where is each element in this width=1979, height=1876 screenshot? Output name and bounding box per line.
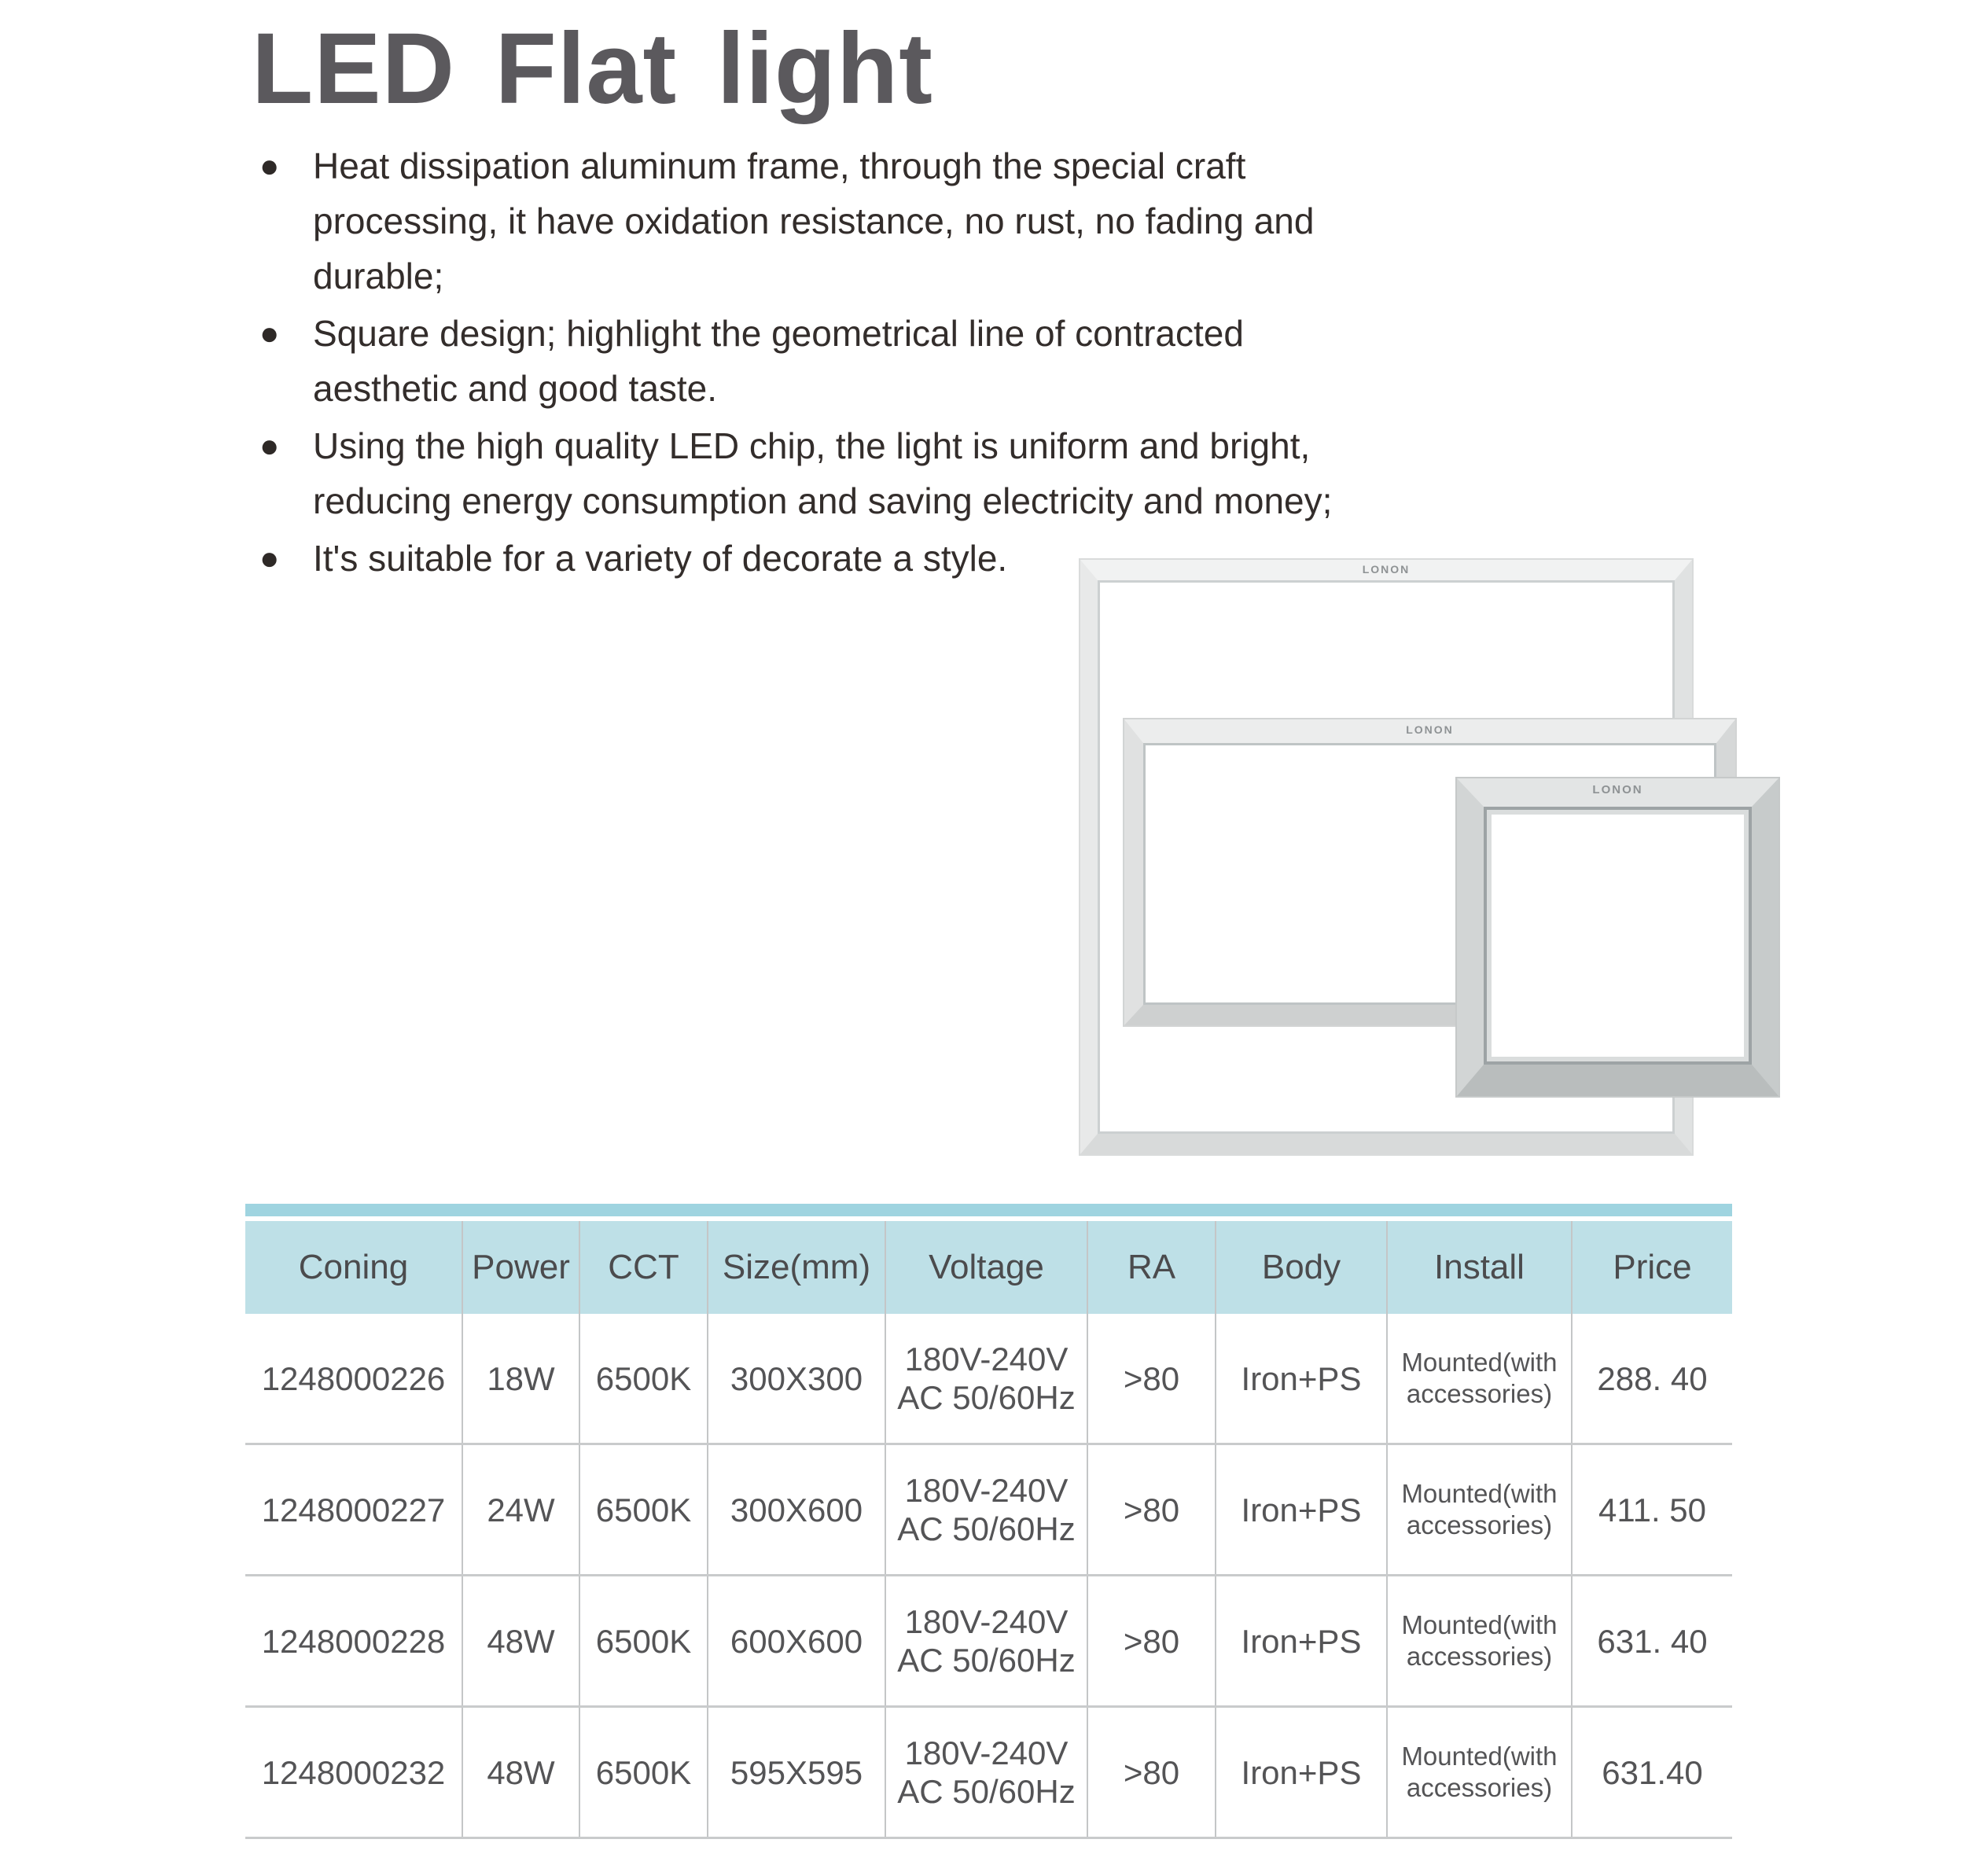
cell-price: 631.40 <box>1602 1753 1703 1791</box>
bullet-icon: ● <box>259 315 280 351</box>
cell-voltage: 180V-240V AC 50/60Hz <box>886 1314 1088 1443</box>
feature-item: ● Square design; highlight the geometric… <box>259 306 1533 416</box>
spec-table: Coning Power CCT Size(mm) Voltage RA Bod… <box>245 1204 1732 1839</box>
table-header-power: Power <box>463 1221 580 1314</box>
table-header-install: Install <box>1388 1221 1573 1314</box>
bullet-icon: ● <box>259 147 280 184</box>
cell-voltage: 180V-240V AC 50/60Hz <box>886 1445 1088 1574</box>
feature-item: ● Heat dissipation aluminum frame, throu… <box>259 138 1533 303</box>
table-header-row: Coning Power CCT Size(mm) Voltage RA Bod… <box>245 1221 1732 1314</box>
table-header-size: Size(mm) <box>708 1221 886 1314</box>
table-header-body: Body <box>1216 1221 1388 1314</box>
cell-install: Mounted(with accessories) <box>1388 1576 1573 1705</box>
cell-voltage: 180V-240V AC 50/60Hz <box>886 1576 1088 1705</box>
cell-install: Mounted(with accessories) <box>1388 1314 1573 1443</box>
feature-text: Square design; highlight the geometrical… <box>313 306 1533 416</box>
voltage-line: 180V-240V <box>904 1734 1069 1771</box>
brand-logo: LONON <box>1592 783 1643 796</box>
cell-size: 600X600 <box>708 1576 886 1705</box>
cell-body: Iron+PS <box>1216 1314 1388 1443</box>
cell-coning: 1248000226 <box>245 1314 463 1443</box>
voltage-line: AC 50/60Hz <box>897 1773 1076 1810</box>
cell-install: Mounted(with accessories) <box>1388 1708 1573 1837</box>
cell-install: Mounted(with accessories) <box>1388 1445 1573 1574</box>
table-row: 1248000232 48W 6500K 595X595 180V-240V A… <box>245 1708 1732 1839</box>
table-row: 1248000226 18W 6500K 300X300 180V-240V A… <box>245 1314 1732 1445</box>
bullet-icon: ● <box>259 427 280 464</box>
feature-line: reducing energy consumption and saving e… <box>313 480 1333 521</box>
install-line: Mounted(with <box>1401 1348 1558 1377</box>
table-row: 1248000228 48W 6500K 600X600 180V-240V A… <box>245 1576 1732 1708</box>
voltage-line: 180V-240V <box>904 1603 1069 1640</box>
cell-cct: 6500K <box>580 1708 708 1837</box>
cell-power: 18W <box>463 1314 580 1443</box>
page-title: LED Flat light <box>252 13 933 125</box>
brand-logo: LONON <box>1362 563 1411 576</box>
cell-power: 48W <box>463 1576 580 1705</box>
cell-coning: 1248000232 <box>245 1708 463 1837</box>
cell-size: 300X300 <box>708 1314 886 1443</box>
feature-line: durable; <box>313 256 444 296</box>
install-line: accessories) <box>1406 1510 1553 1539</box>
feature-line: It's suitable for a variety of decorate … <box>313 538 1008 579</box>
brand-logo: LONON <box>1406 723 1454 736</box>
cell-power: 24W <box>463 1445 580 1574</box>
install-line: accessories) <box>1406 1773 1553 1802</box>
cell-price: 631. 40 <box>1597 1622 1708 1660</box>
feature-line: aesthetic and good taste. <box>313 368 718 409</box>
cell-body: Iron+PS <box>1216 1708 1388 1837</box>
cell-body: Iron+PS <box>1216 1576 1388 1705</box>
panel-light-surface <box>1484 807 1752 1065</box>
panel-image-small: LONON <box>1457 778 1779 1096</box>
cell-size: 595X595 <box>708 1708 886 1837</box>
feature-line: processing, it have oxidation resistance… <box>313 200 1315 241</box>
feature-text: Heat dissipation aluminum frame, through… <box>313 138 1533 303</box>
feature-line: Using the high quality LED chip, the lig… <box>313 425 1311 466</box>
install-line: Mounted(with <box>1401 1742 1558 1771</box>
bullet-icon: ● <box>259 539 280 576</box>
install-line: Mounted(with <box>1401 1610 1558 1639</box>
voltage-line: AC 50/60Hz <box>897 1379 1076 1416</box>
table-header-price: Price <box>1613 1248 1692 1286</box>
cell-cct: 6500K <box>580 1445 708 1574</box>
cell-ra: >80 <box>1088 1576 1216 1705</box>
table-header-voltage: Voltage <box>886 1221 1088 1314</box>
cell-cct: 6500K <box>580 1314 708 1443</box>
table-header-coning: Coning <box>245 1221 463 1314</box>
install-line: Mounted(with <box>1401 1479 1558 1508</box>
feature-item: ● It's suitable for a variety of decorat… <box>259 531 1533 586</box>
voltage-line: 180V-240V <box>904 1472 1069 1509</box>
cell-body: Iron+PS <box>1216 1445 1388 1574</box>
feature-line: Heat dissipation aluminum frame, through… <box>313 145 1246 186</box>
feature-list: ● Heat dissipation aluminum frame, throu… <box>259 138 1533 588</box>
feature-line: Square design; highlight the geometrical… <box>313 313 1244 354</box>
install-line: accessories) <box>1406 1379 1553 1408</box>
cell-voltage: 180V-240V AC 50/60Hz <box>886 1708 1088 1837</box>
voltage-line: AC 50/60Hz <box>897 1642 1076 1679</box>
feature-text: It's suitable for a variety of decorate … <box>313 531 1533 586</box>
cell-coning: 1248000227 <box>245 1445 463 1574</box>
cell-price: 288. 40 <box>1597 1359 1708 1397</box>
voltage-line: AC 50/60Hz <box>897 1510 1076 1547</box>
table-header-ra: RA <box>1088 1221 1216 1314</box>
cell-ra: >80 <box>1088 1314 1216 1443</box>
cell-price: 411. 50 <box>1598 1491 1706 1528</box>
cell-coning: 1248000228 <box>245 1576 463 1705</box>
feature-text: Using the high quality LED chip, the lig… <box>313 418 1533 528</box>
cell-size: 300X600 <box>708 1445 886 1574</box>
cell-cct: 6500K <box>580 1576 708 1705</box>
table-header-cct: CCT <box>580 1221 708 1314</box>
table-accent-bar <box>245 1204 1732 1216</box>
table-row: 1248000227 24W 6500K 300X600 180V-240V A… <box>245 1445 1732 1576</box>
install-line: accessories) <box>1406 1642 1553 1671</box>
feature-item: ● Using the high quality LED chip, the l… <box>259 418 1533 528</box>
cell-ra: >80 <box>1088 1445 1216 1574</box>
cell-ra: >80 <box>1088 1708 1216 1837</box>
voltage-line: 180V-240V <box>904 1341 1069 1378</box>
cell-power: 48W <box>463 1708 580 1837</box>
